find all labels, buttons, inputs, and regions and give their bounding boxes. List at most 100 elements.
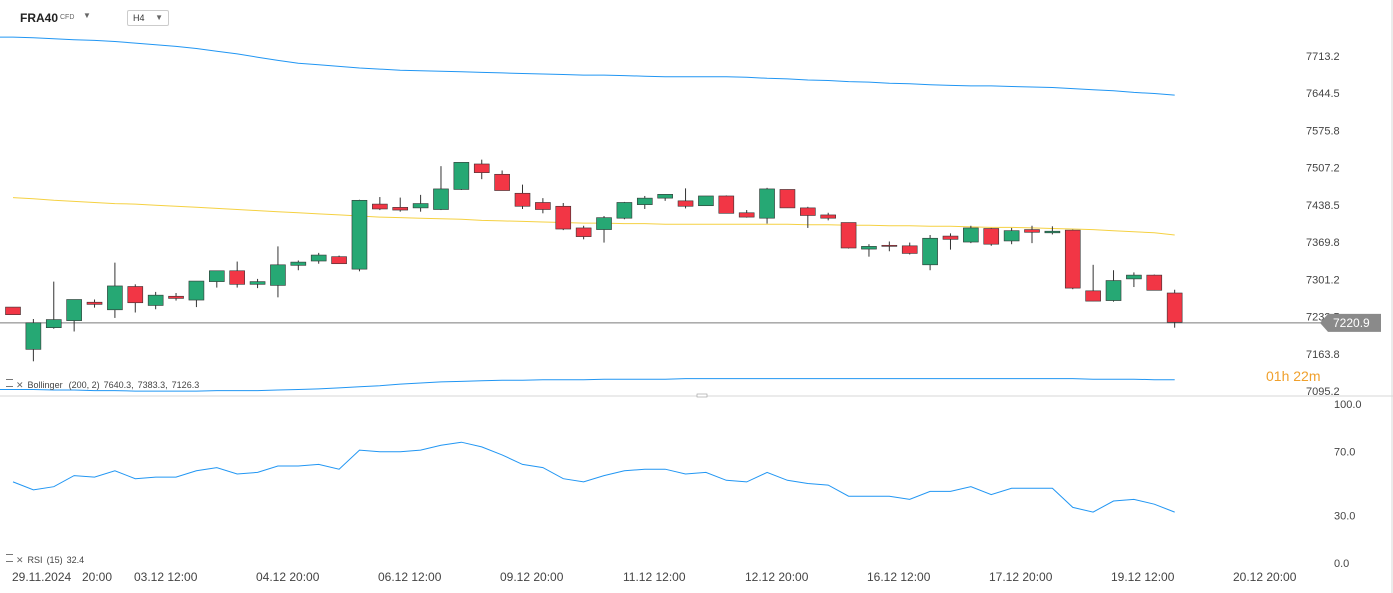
candle-body bbox=[412, 203, 429, 209]
candle-body bbox=[372, 203, 388, 210]
candle-body bbox=[698, 195, 714, 207]
time-tick-label: 29.11.2024 bbox=[12, 570, 71, 584]
current-price-label: 7220.9 bbox=[1333, 316, 1370, 330]
bollinger-label: Bollinger bbox=[27, 380, 63, 390]
candle-body bbox=[290, 261, 307, 266]
price-tick-label: 7438.5 bbox=[1306, 200, 1340, 212]
time-tick-label: 16.12 12:00 bbox=[867, 570, 931, 584]
candle-body bbox=[759, 188, 775, 219]
candle-body bbox=[840, 222, 857, 249]
candle-body bbox=[1166, 292, 1183, 323]
candle-body bbox=[922, 237, 938, 266]
candle-body bbox=[433, 188, 449, 210]
bollinger-upper-line bbox=[0, 36, 1175, 96]
candle-body bbox=[494, 173, 510, 191]
candle-body bbox=[270, 264, 286, 286]
price-tick-label: 7507.2 bbox=[1306, 163, 1340, 175]
candle-body bbox=[535, 202, 551, 210]
price-tick-label: 7369.8 bbox=[1306, 237, 1340, 249]
candle-body bbox=[107, 285, 123, 311]
candle-body bbox=[209, 270, 225, 282]
time-tick-label: 04.12 20:00 bbox=[256, 570, 320, 584]
candle-body bbox=[1126, 274, 1142, 280]
candle-body bbox=[229, 270, 245, 285]
timeframe-value: H4 bbox=[133, 13, 145, 23]
price-tick-label: 7301.2 bbox=[1306, 274, 1340, 286]
candle-body bbox=[881, 244, 898, 247]
candle-body bbox=[1044, 230, 1061, 234]
pane-resize-handle bbox=[696, 393, 708, 398]
candle-body bbox=[45, 319, 62, 328]
candle-body bbox=[1105, 280, 1122, 301]
settings-icon[interactable] bbox=[6, 379, 13, 387]
timeframe-select[interactable]: H4 ▼ bbox=[127, 10, 169, 26]
candle-body bbox=[861, 246, 877, 250]
rsi-params: (15) bbox=[46, 555, 63, 565]
candle-body bbox=[983, 228, 1000, 245]
close-icon[interactable]: ✕ bbox=[16, 380, 24, 390]
time-tick-label: 03.12 12:00 bbox=[134, 570, 198, 584]
candle-body bbox=[942, 235, 959, 240]
candle-body bbox=[473, 163, 490, 173]
symbol-dropdown-icon[interactable]: ▼ bbox=[83, 11, 91, 20]
candle-body bbox=[616, 202, 633, 219]
candle-body bbox=[657, 194, 673, 199]
chart-toolbar: FRA40 CFD ▼ H4 ▼ bbox=[0, 0, 300, 32]
candle-body bbox=[25, 322, 42, 350]
candle-body bbox=[5, 306, 21, 315]
time-tick-label: 09.12 20:00 bbox=[500, 570, 564, 584]
candle-body bbox=[168, 295, 184, 299]
candle-body bbox=[66, 299, 82, 321]
rsi-tick-label: 30.0 bbox=[1334, 510, 1355, 522]
price-tick-label: 7163.8 bbox=[1306, 349, 1340, 361]
rsi-value: 32.4 bbox=[66, 555, 85, 565]
candle-body bbox=[555, 205, 572, 230]
rsi-tick-label: 100.0 bbox=[1334, 399, 1362, 411]
candle-body bbox=[188, 280, 205, 301]
bollinger-legend[interactable]: ✕ Bollinger (200, 2) 7640.3, 7383.3, 7126.3 bbox=[6, 379, 199, 391]
bollinger-upper: 7640.3, bbox=[103, 380, 134, 390]
candle-body bbox=[636, 197, 653, 205]
price-tick-label: 7713.2 bbox=[1306, 51, 1340, 63]
time-tick-label: 20:00 bbox=[82, 570, 112, 584]
countdown-hours: 01 bbox=[1266, 368, 1282, 384]
candle-body bbox=[1146, 274, 1163, 291]
rsi-line bbox=[12, 441, 1175, 513]
candle-body bbox=[351, 199, 368, 270]
candle-body bbox=[800, 207, 816, 216]
candle-body bbox=[820, 214, 837, 219]
chevron-down-icon: ▼ bbox=[155, 13, 163, 22]
bollinger-middle-line bbox=[12, 197, 1175, 236]
symbol-name[interactable]: FRA40 bbox=[20, 11, 59, 25]
countdown-minutes: 22 bbox=[1293, 368, 1309, 384]
candle-body bbox=[453, 162, 470, 190]
close-icon[interactable]: ✕ bbox=[16, 555, 24, 565]
settings-icon[interactable] bbox=[6, 554, 13, 562]
time-tick-label: 06.12 12:00 bbox=[378, 570, 442, 584]
bollinger-lower-line bbox=[0, 378, 1175, 392]
candle-body bbox=[1064, 229, 1081, 289]
time-tick-label: 12.12 20:00 bbox=[745, 570, 809, 584]
candle-body bbox=[86, 301, 103, 305]
rsi-legend[interactable]: ✕ RSI (15) 32.4 bbox=[6, 554, 84, 566]
candle-body bbox=[718, 195, 735, 214]
price-tick-label: 7575.8 bbox=[1306, 125, 1340, 137]
candle-body bbox=[310, 254, 327, 262]
candle-body bbox=[901, 245, 918, 254]
candle-body bbox=[596, 217, 612, 230]
candle-body bbox=[331, 256, 347, 265]
rsi-tick-label: 0.0 bbox=[1334, 558, 1349, 570]
price-tick-label: 7095.2 bbox=[1306, 386, 1340, 398]
candle-body bbox=[514, 192, 531, 207]
candle-body bbox=[1085, 290, 1101, 302]
candle-body bbox=[779, 189, 796, 209]
time-tick-label: 17.12 20:00 bbox=[989, 570, 1053, 584]
rsi-label: RSI bbox=[27, 555, 43, 565]
candle-body bbox=[249, 281, 266, 285]
time-tick-label: 20.12 20:00 bbox=[1233, 570, 1297, 584]
candle-body bbox=[392, 207, 409, 211]
candle-body bbox=[127, 286, 144, 304]
candle-body bbox=[147, 294, 164, 306]
candle-body bbox=[738, 212, 755, 218]
